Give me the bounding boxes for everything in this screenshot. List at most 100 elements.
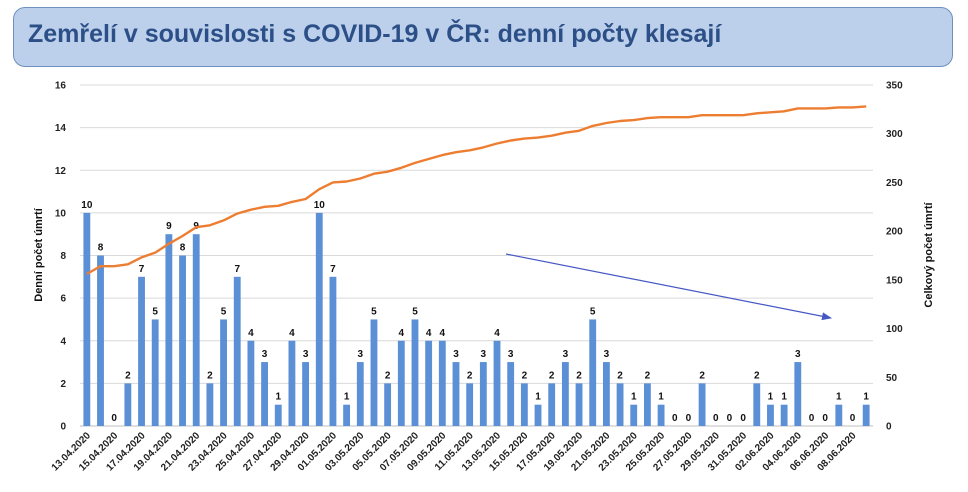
bar-value-label: 3 xyxy=(358,349,364,360)
bar xyxy=(438,340,446,426)
bar xyxy=(479,362,487,426)
bar-value-label: 3 xyxy=(795,349,801,360)
bar xyxy=(602,362,610,426)
bar-value-label: 4 xyxy=(289,328,295,339)
bar-value-label: 4 xyxy=(426,328,432,339)
y-tick-label: 16 xyxy=(55,81,67,92)
bar-value-label: 1 xyxy=(781,392,787,403)
bar xyxy=(370,319,378,426)
y-tick-label: 12 xyxy=(55,166,67,177)
bar-value-label: 2 xyxy=(125,370,131,381)
left-axis-ticks: 0 2 4 6 8 10 12 14 16 xyxy=(55,81,67,433)
bar xyxy=(466,383,474,426)
bar-value-label: 0 xyxy=(713,413,719,424)
bar-value-label: 4 xyxy=(399,328,405,339)
bar-value-label: 7 xyxy=(139,264,145,275)
y2-tick-label: 250 xyxy=(886,178,903,189)
bar-series xyxy=(83,212,870,426)
bar-value-label: 3 xyxy=(604,349,610,360)
bar xyxy=(548,383,556,426)
y-tick-label: 14 xyxy=(55,123,67,134)
bar xyxy=(165,234,173,426)
bar xyxy=(206,383,214,426)
bar-value-label: 0 xyxy=(111,413,117,424)
bar xyxy=(288,340,296,426)
bar-value-label: 5 xyxy=(412,306,418,317)
right-axis-ticks: 0 50 100 150 200 250 300 350 xyxy=(886,81,903,433)
bar-value-label: 7 xyxy=(234,264,240,275)
bar-value-label: 3 xyxy=(303,349,309,360)
bar xyxy=(561,362,569,426)
bar xyxy=(698,383,706,426)
bar-value-label: 1 xyxy=(836,392,842,403)
bar-value-label: 8 xyxy=(180,243,186,254)
bar-value-label: 2 xyxy=(467,370,473,381)
cumulative-line-series xyxy=(86,105,867,276)
bar-value-label: 3 xyxy=(262,349,268,360)
y2-tick-label: 50 xyxy=(886,373,898,384)
bar-value-label: 2 xyxy=(549,370,555,381)
bar xyxy=(780,404,788,426)
bar-value-label: 1 xyxy=(863,392,869,403)
bar-value-label: 0 xyxy=(727,413,733,424)
trend-arrow xyxy=(505,253,832,321)
bar-value-label: 3 xyxy=(563,349,569,360)
bar xyxy=(589,319,597,426)
y2-axis-title: Celkový počet úmrtí xyxy=(923,201,935,307)
bar-value-label: 4 xyxy=(494,328,500,339)
bar-value-label: 7 xyxy=(330,264,336,275)
bar xyxy=(767,404,774,426)
bar xyxy=(302,362,310,426)
bar-value-label: 0 xyxy=(850,413,856,424)
bar xyxy=(138,276,145,426)
y-tick-label: 6 xyxy=(60,294,66,305)
title-banner: Zemřelí v souvislosti s COVID-19 v ČR: d… xyxy=(13,7,953,67)
bar-value-label: 0 xyxy=(672,413,678,424)
bar xyxy=(124,383,132,426)
bar-value-label: 9 xyxy=(166,221,172,232)
bar-value-label: 5 xyxy=(152,306,158,317)
bar-value-label: 10 xyxy=(314,200,326,211)
bar-value-label: 2 xyxy=(207,370,213,381)
bar xyxy=(179,255,186,426)
bar xyxy=(507,362,515,426)
bar-value-label: 3 xyxy=(453,349,459,360)
bar xyxy=(493,340,501,426)
bar-value-label: 10 xyxy=(81,200,93,211)
cumulative-line xyxy=(86,105,867,276)
y-axis-title: Denní počet úmrtí xyxy=(33,207,45,301)
y2-tick-label: 300 xyxy=(886,129,903,140)
bar xyxy=(452,362,460,426)
chart-title: Zemřelí v souvislosti s COVID-19 v ČR: d… xyxy=(28,20,722,48)
bar xyxy=(397,340,405,426)
bar-value-label: 4 xyxy=(248,328,254,339)
bar xyxy=(233,276,241,426)
bar xyxy=(630,404,638,426)
y2-tick-label: 0 xyxy=(886,422,892,433)
bar-value-label: 1 xyxy=(658,392,664,403)
bar xyxy=(657,404,665,426)
bar-value-label: 2 xyxy=(645,370,651,381)
bar-value-label: 2 xyxy=(576,370,582,381)
y-tick-label: 4 xyxy=(60,336,66,347)
bar xyxy=(97,255,104,426)
y2-tick-label: 100 xyxy=(886,324,903,335)
bar xyxy=(151,319,159,426)
y-tick-label: 10 xyxy=(55,208,67,219)
bar-value-label: 1 xyxy=(344,392,350,403)
bar-value-label: 3 xyxy=(481,349,487,360)
bar xyxy=(794,362,802,426)
bar xyxy=(575,383,583,426)
bar-value-label: 1 xyxy=(275,392,281,403)
bar-value-label: 0 xyxy=(686,413,692,424)
bar-value-label: 0 xyxy=(809,413,815,424)
bar xyxy=(384,383,392,426)
y2-tick-label: 350 xyxy=(886,81,903,92)
bar xyxy=(534,404,542,426)
bar xyxy=(315,212,323,426)
bar-value-label: 0 xyxy=(740,413,746,424)
bar-value-label: 1 xyxy=(631,392,637,403)
bar xyxy=(862,404,870,426)
bar xyxy=(616,383,624,426)
bar-value-label: 3 xyxy=(508,349,514,360)
